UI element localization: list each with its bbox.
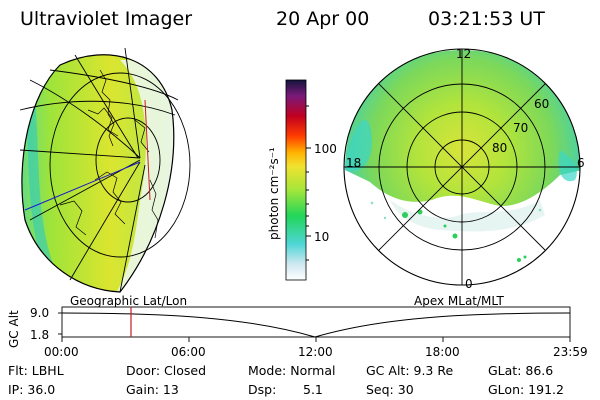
mlat-label-80: 80 — [492, 141, 508, 155]
mlt-label-12: 12 — [456, 47, 472, 61]
strip-plot-frame — [61, 306, 571, 338]
strip-xtick-1200: 12:00 — [298, 345, 333, 359]
strip-ticks — [58, 312, 571, 342]
seq-info: Seq: 30 — [366, 382, 414, 397]
colorbar-gradient — [285, 79, 307, 281]
mlt-label-18: 18 — [346, 156, 362, 170]
filter-info: Flt: LBHL — [8, 363, 64, 378]
dsp-value: 5.1 — [303, 382, 323, 397]
gain-info: Gain: 13 — [126, 382, 179, 397]
continent-outlines — [59, 69, 159, 239]
ip-info: IP: 36.0 — [8, 382, 56, 397]
strip-xtick-0000: 00:00 — [44, 345, 79, 359]
polar-grid — [343, 48, 581, 286]
mlt-label-6: 6 — [577, 156, 585, 170]
mlat-label-60: 60 — [534, 97, 550, 111]
mlt-label-0: 0 — [465, 277, 473, 291]
terminator-line — [144, 99, 151, 201]
strip-xtick-0600: 06:00 — [171, 345, 206, 359]
gc-alt-info: GC Alt: 9.3 Re — [366, 363, 454, 378]
geographic-panel-label: Geographic Lat/Lon — [70, 294, 188, 308]
colorbar-label-100: 100 — [314, 142, 337, 156]
dsp-label: Dsp: — [248, 382, 277, 397]
orbit-track — [24, 161, 141, 211]
strip-ytick-1-8: 1.8 — [30, 328, 50, 342]
door-info: Door: Closed — [126, 363, 207, 378]
altitude-curve — [61, 312, 571, 338]
colorbar-label-10: 10 — [314, 230, 330, 244]
time-label: 03:21:53 UT — [428, 8, 545, 30]
strip-xtick-2359: 23:59 — [553, 345, 588, 359]
glon-info: GLon: 191.2 — [488, 382, 564, 397]
strip-xtick-1800: 18:00 — [425, 345, 460, 359]
mode-info: Mode: Normal — [248, 363, 336, 378]
globe-grid — [19, 47, 191, 293]
date-label: 20 Apr 00 — [276, 8, 370, 30]
apex-panel-label: Apex MLat/MLT — [414, 294, 504, 308]
strip-ylabel: GC Alt — [7, 310, 21, 348]
glat-info: GLat: 86.6 — [488, 363, 554, 378]
strip-ytick-9: 9.0 — [30, 306, 50, 320]
instrument-title: Ultraviolet Imager — [20, 8, 193, 30]
mlat-label-70: 70 — [513, 121, 529, 135]
